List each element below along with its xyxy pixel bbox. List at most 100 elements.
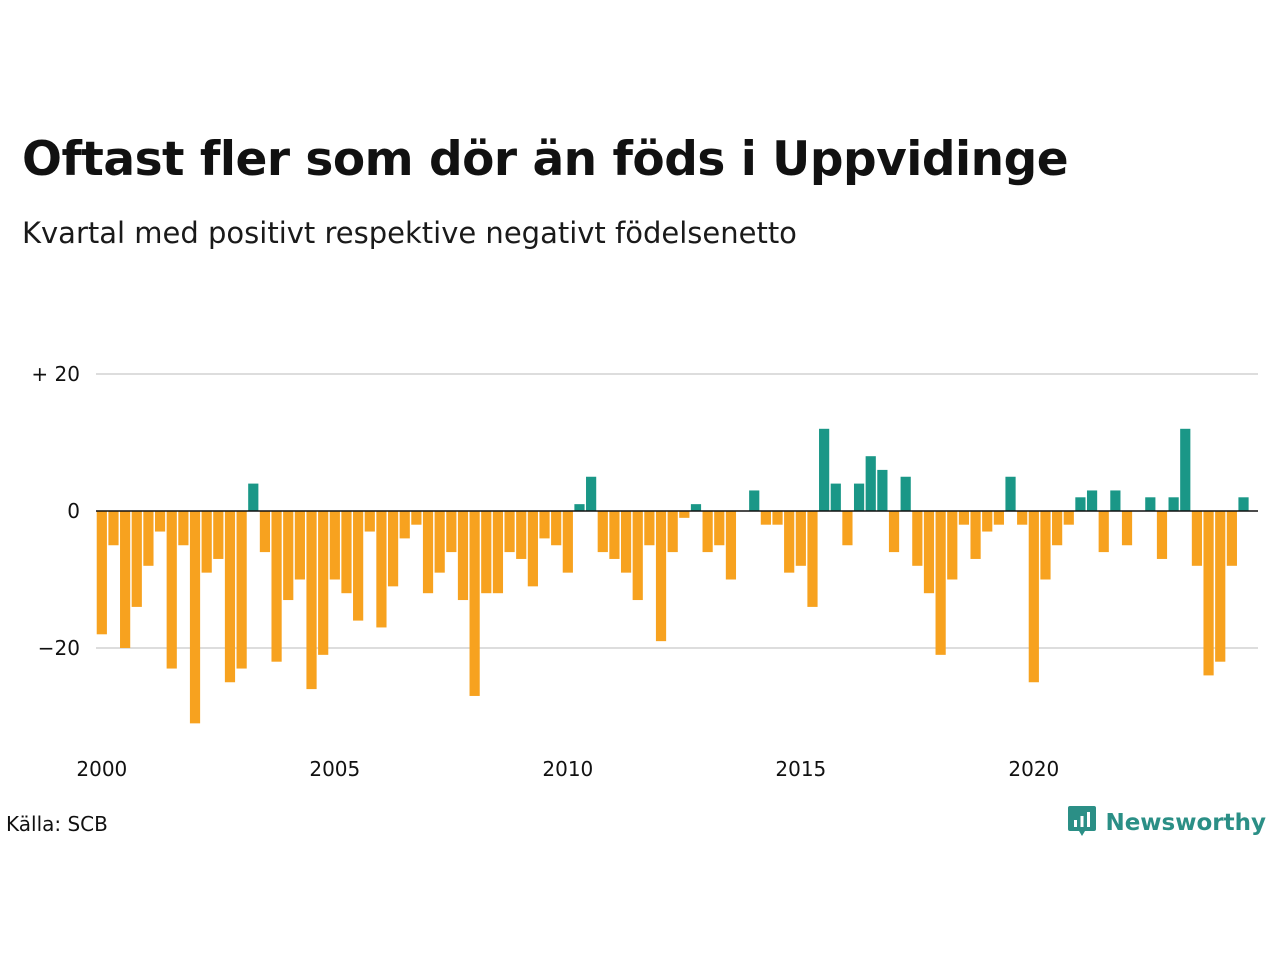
bar bbox=[772, 511, 783, 525]
bar bbox=[283, 511, 294, 601]
bar bbox=[819, 428, 830, 511]
x-tick-label: 2005 bbox=[309, 757, 360, 781]
bar bbox=[1017, 511, 1028, 525]
bar bbox=[446, 511, 457, 553]
bar bbox=[597, 511, 608, 553]
bar bbox=[1226, 511, 1237, 566]
bar bbox=[655, 511, 667, 642]
bar bbox=[481, 511, 492, 594]
x-tick-label: 2020 bbox=[1008, 757, 1059, 781]
source-note: Källa: SCB bbox=[6, 812, 108, 836]
bar bbox=[842, 511, 853, 546]
bar bbox=[1156, 511, 1168, 559]
bar bbox=[434, 511, 445, 573]
bar bbox=[457, 511, 469, 601]
bar bbox=[923, 511, 935, 594]
newsworthy-logo-icon bbox=[1067, 804, 1097, 842]
bar bbox=[399, 511, 410, 539]
bar bbox=[900, 476, 911, 511]
bar bbox=[1075, 497, 1086, 511]
bar bbox=[679, 511, 690, 518]
bar bbox=[1098, 511, 1109, 553]
bar bbox=[982, 511, 993, 532]
bar bbox=[143, 511, 154, 566]
bar bbox=[539, 511, 550, 539]
bar bbox=[690, 504, 702, 511]
bar bbox=[1005, 476, 1016, 511]
bar bbox=[888, 511, 900, 553]
bar bbox=[1028, 511, 1039, 683]
bar bbox=[632, 511, 643, 601]
bar bbox=[1191, 511, 1203, 566]
bar bbox=[213, 511, 224, 559]
bar bbox=[376, 511, 387, 628]
bar bbox=[1145, 497, 1156, 511]
bar bbox=[527, 511, 538, 587]
bar bbox=[749, 490, 760, 511]
bar bbox=[120, 511, 131, 648]
bar bbox=[108, 511, 119, 546]
bar bbox=[1086, 490, 1098, 511]
bar bbox=[318, 511, 329, 655]
bar bbox=[1203, 511, 1214, 676]
bar bbox=[166, 511, 177, 669]
bar bbox=[877, 469, 888, 511]
x-tick-label: 2010 bbox=[542, 757, 593, 781]
y-tick-label: 0 bbox=[67, 499, 80, 523]
bar bbox=[784, 511, 795, 573]
bar bbox=[201, 511, 212, 573]
bar bbox=[958, 511, 970, 525]
bar bbox=[912, 511, 923, 566]
bar bbox=[224, 511, 236, 683]
x-tick-label: 2015 bbox=[775, 757, 826, 781]
bar bbox=[609, 511, 620, 559]
bar bbox=[271, 511, 282, 662]
bar bbox=[795, 511, 806, 566]
bar bbox=[1215, 511, 1226, 662]
bar bbox=[189, 511, 201, 724]
bar bbox=[725, 511, 737, 580]
bar bbox=[644, 511, 655, 546]
bar bbox=[702, 511, 713, 553]
brand-logo[interactable]: Newsworthy bbox=[1067, 804, 1266, 842]
bar bbox=[947, 511, 958, 580]
bar bbox=[1063, 511, 1074, 525]
y-tick-label: + 20 bbox=[31, 362, 80, 386]
bar bbox=[294, 511, 305, 580]
bar bbox=[1121, 511, 1133, 546]
bar bbox=[562, 511, 573, 573]
bar bbox=[807, 511, 818, 607]
bar bbox=[1180, 428, 1191, 511]
bar bbox=[422, 511, 434, 594]
bar bbox=[131, 511, 142, 607]
bar bbox=[830, 483, 841, 511]
bar bbox=[760, 511, 771, 525]
bar bbox=[504, 511, 515, 553]
bar bbox=[1040, 511, 1051, 580]
bar bbox=[329, 511, 340, 580]
bar bbox=[1168, 497, 1179, 511]
bar bbox=[516, 511, 527, 559]
bar bbox=[259, 511, 271, 553]
bar bbox=[970, 511, 981, 559]
bar bbox=[306, 511, 317, 690]
x-tick-label: 2000 bbox=[76, 757, 127, 781]
bar bbox=[178, 511, 189, 546]
bar bbox=[364, 511, 375, 532]
bar bbox=[154, 511, 166, 532]
bar bbox=[248, 483, 259, 511]
bar bbox=[1238, 497, 1249, 511]
chart-title: Oftast fler som dör än föds i Uppvidinge bbox=[22, 132, 1069, 187]
chart-subtitle: Kvartal med positivt respektive negativt… bbox=[22, 216, 797, 250]
bar bbox=[714, 511, 725, 546]
bar bbox=[667, 511, 678, 553]
brand-name: Newsworthy bbox=[1105, 810, 1266, 836]
bar bbox=[993, 511, 1004, 525]
bar bbox=[492, 511, 504, 594]
bar bbox=[1052, 511, 1063, 546]
y-tick-label: −20 bbox=[38, 636, 80, 660]
bar bbox=[620, 511, 632, 573]
bar bbox=[1110, 490, 1121, 511]
bar bbox=[341, 511, 352, 594]
bar bbox=[469, 511, 480, 696]
